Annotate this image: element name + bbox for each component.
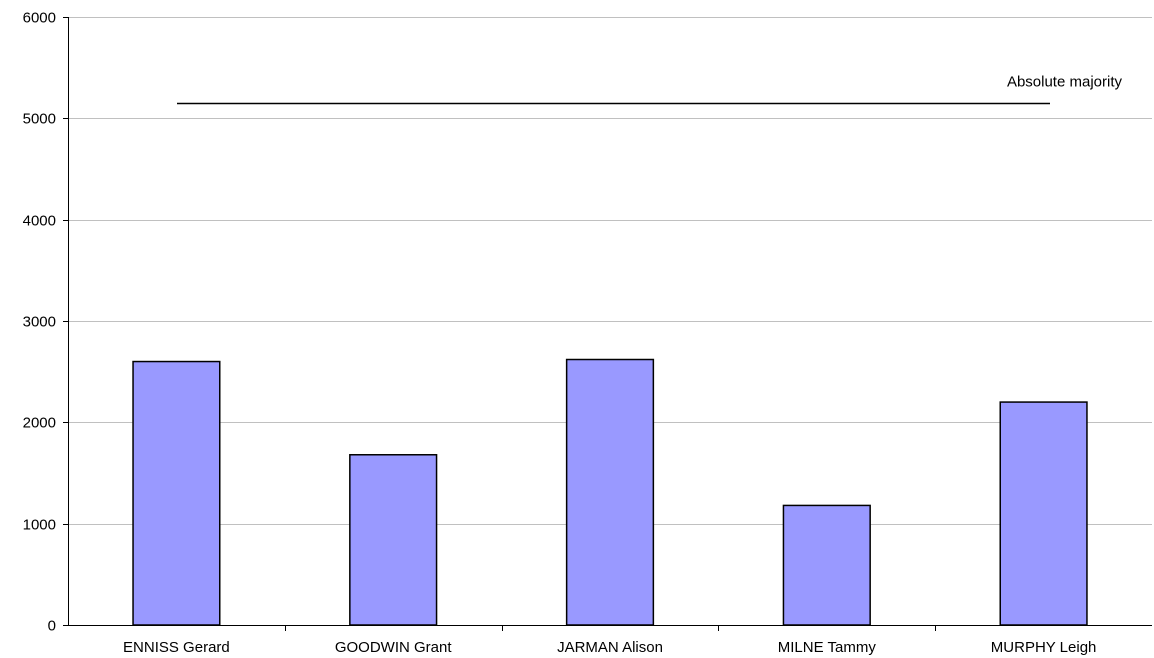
- y-tick-label: 3000: [23, 314, 56, 331]
- x-tick-label: ENNISS Gerard: [123, 639, 230, 656]
- y-axis-ticks: 0 1000 2000 3000 4000 5000 6000: [23, 10, 68, 635]
- x-tick-label: GOODWIN Grant: [335, 639, 453, 656]
- bar-murphy-leigh: [999, 401, 1088, 626]
- reference-line-group: Absolute majority: [177, 74, 1123, 105]
- y-tick-label: 6000: [23, 10, 56, 27]
- x-tick-label: JARMAN Alison: [557, 639, 663, 656]
- x-axis-ticks: ENNISS Gerard GOODWIN Grant JARMAN Alison M…: [123, 625, 1096, 656]
- axes: [68, 17, 1152, 626]
- x-tick-label: MILNE Tammy: [778, 639, 877, 656]
- y-tick-label: 2000: [23, 415, 56, 432]
- y-tick-label: 0: [48, 618, 56, 635]
- bar-enniss-gerard: [132, 360, 221, 626]
- y-tick-label: 4000: [23, 213, 56, 230]
- x-tick-label: MURPHY Leigh: [991, 639, 1097, 656]
- bar-milne-tammy: [782, 504, 871, 626]
- y-tick-label: 5000: [23, 111, 56, 128]
- bar-jarman-alison: [565, 358, 655, 626]
- bar-goodwin-grant: [349, 454, 438, 626]
- bars: [132, 358, 1088, 626]
- majority-label: Absolute majority: [1007, 74, 1123, 91]
- y-tick-label: 1000: [23, 517, 56, 534]
- gridlines: [68, 17, 1152, 525]
